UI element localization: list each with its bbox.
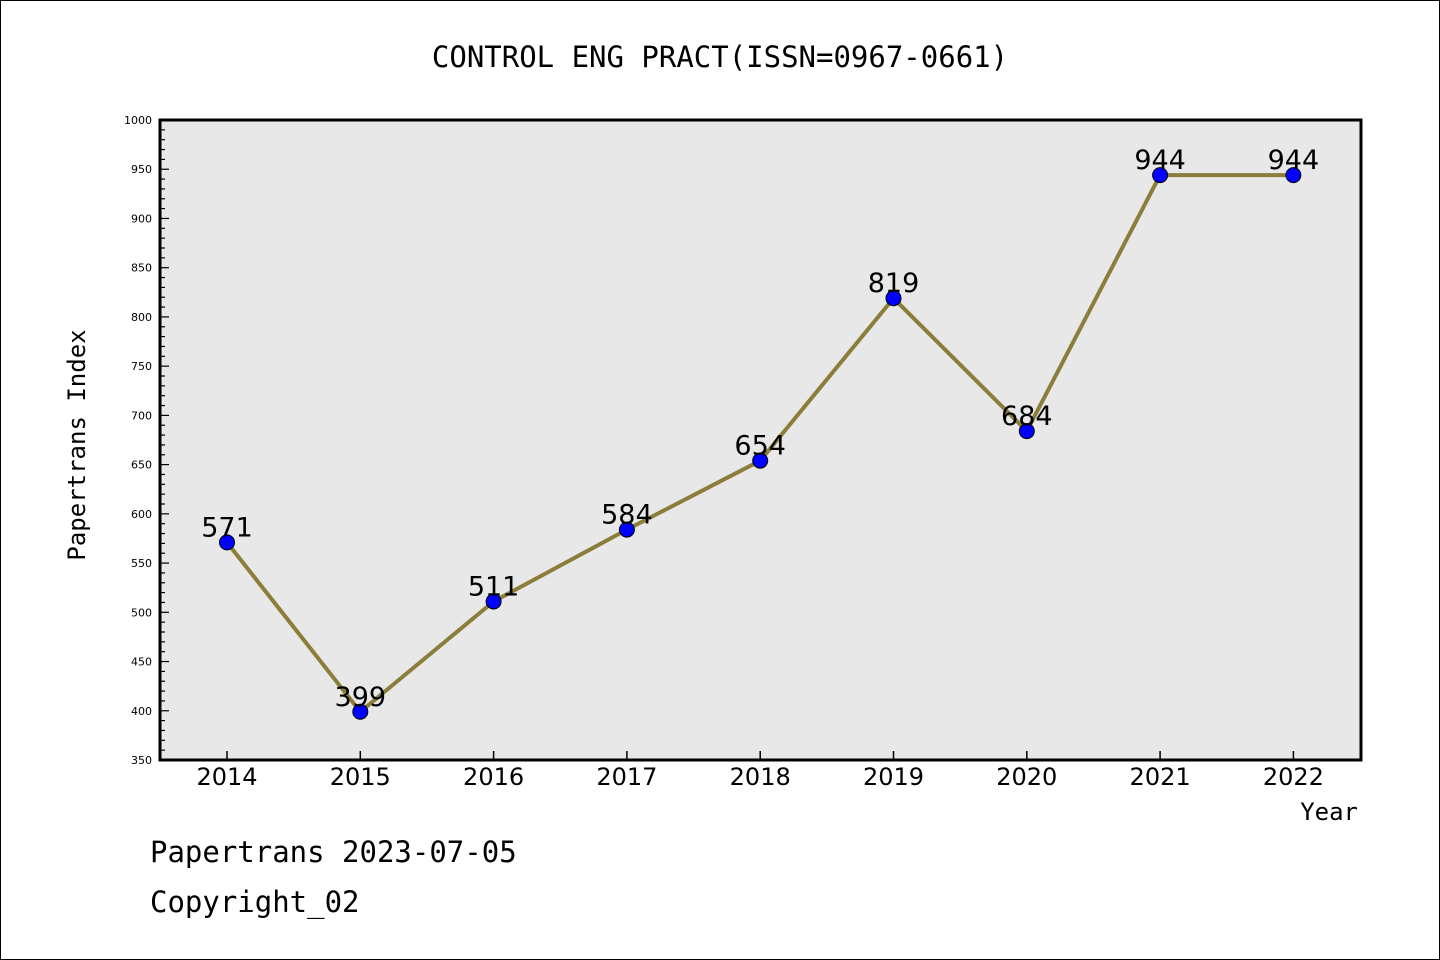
y-tick-label: 700 [131, 409, 152, 422]
y-tick-label: 550 [131, 557, 152, 570]
x-tick-label: 2019 [863, 763, 924, 791]
data-label: 511 [468, 571, 520, 602]
data-point [352, 703, 369, 720]
data-label: 399 [335, 682, 387, 713]
chart-title: CONTROL ENG PRACT(ISSN=0967-0661) [432, 40, 1008, 74]
y-axis-label: Papertrans Index [63, 329, 91, 560]
x-tick-label: 2018 [730, 763, 791, 791]
data-label: 944 [1268, 145, 1320, 176]
x-axis-label: Year [1300, 798, 1358, 826]
data-label: 944 [1134, 145, 1186, 176]
x-tick-label: 2017 [596, 763, 657, 791]
y-tick-label: 650 [131, 459, 152, 472]
y-tick-label: 900 [131, 212, 152, 225]
plot-border [158, 118, 1363, 762]
x-tick-label: 2021 [1130, 763, 1191, 791]
y-tick-label: 400 [131, 705, 152, 718]
data-label: 571 [201, 512, 253, 543]
y-tick-label: 750 [131, 360, 152, 373]
y-tick-label: 800 [131, 311, 152, 324]
data-point [1152, 167, 1169, 184]
y-tick-label: 850 [131, 262, 152, 275]
data-point [219, 534, 235, 551]
footer-date: Papertrans 2023-07-05 [150, 835, 517, 869]
x-tick-label: 2014 [196, 763, 257, 791]
data-label: 684 [1001, 401, 1053, 432]
x-tick-label: 2020 [996, 763, 1057, 791]
x-axis-ticks: 2014 2015 2016 2017 2018 2019 2020 2021 2022 [196, 751, 1324, 791]
plot-area [160, 120, 1361, 760]
data-point [752, 452, 769, 469]
y-tick-label: 950 [131, 163, 152, 176]
x-tick-label: 2015 [330, 763, 391, 791]
footer-copyright: Copyright_02 [150, 885, 360, 919]
y-tick-label: 500 [131, 606, 152, 619]
y-tick-label: 350 [131, 754, 152, 767]
data-labels: 571 399 511 584 654 819 684 944 944 [201, 145, 1319, 713]
x-tick-label: 2016 [463, 763, 524, 791]
data-point [1018, 423, 1035, 440]
data-point [485, 593, 502, 610]
data-label: 584 [601, 500, 653, 531]
data-points [219, 167, 1302, 720]
y-tick-label: 450 [131, 656, 152, 669]
y-tick-label: 1000 [124, 114, 152, 127]
data-point [1285, 167, 1302, 184]
data-point [618, 521, 635, 538]
data-point [885, 290, 902, 307]
x-tick-label: 2022 [1263, 763, 1324, 791]
data-label: 819 [868, 268, 920, 299]
y-tick-label: 600 [131, 508, 152, 521]
data-label: 654 [734, 431, 786, 462]
